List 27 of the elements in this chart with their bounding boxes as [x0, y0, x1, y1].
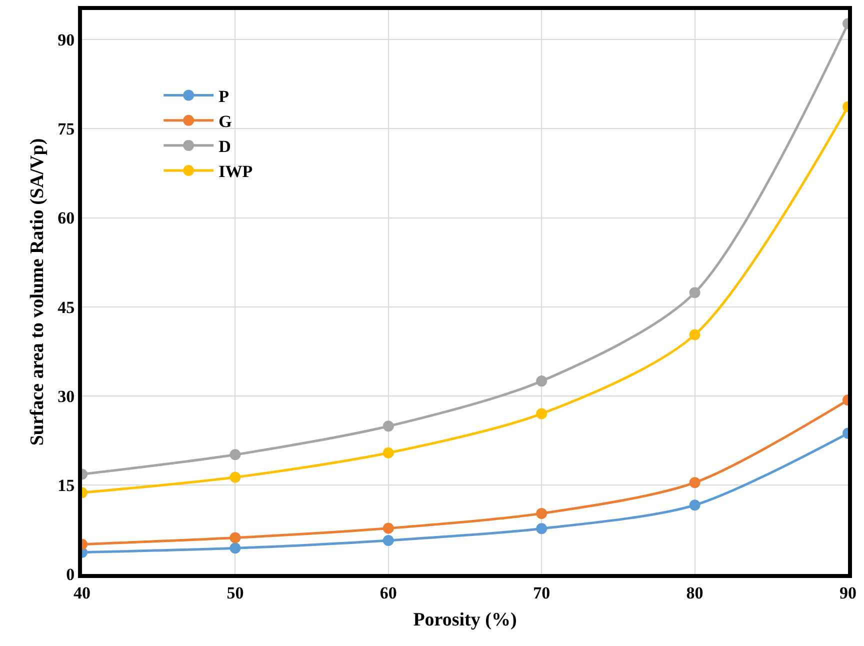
y-tick-label: 60	[58, 208, 75, 228]
x-tick-label: 70	[533, 583, 550, 602]
y-tick-label: 0	[66, 564, 75, 584]
legend-label: D	[218, 137, 231, 156]
point	[536, 376, 548, 387]
x-tick-label: 90	[840, 583, 856, 602]
point	[382, 534, 394, 546]
y-tick-label: 30	[58, 386, 75, 406]
legend-label: IWP	[218, 162, 253, 182]
point	[382, 420, 394, 432]
point	[536, 408, 548, 420]
point	[536, 523, 548, 534]
legend-label: G	[218, 112, 232, 131]
x-axis-title: Porosity (%)	[413, 610, 517, 631]
y-axis-title: Surface area to volume Ratio (SA/Vp)	[26, 138, 48, 446]
y-tick-label: 15	[58, 476, 75, 495]
x-tick-label: 50	[226, 583, 244, 602]
x-tick-label: 60	[380, 583, 397, 602]
y-tick-label: 90	[58, 30, 75, 50]
point	[536, 508, 548, 519]
legend-label: P	[218, 86, 229, 106]
x-tick-label: 80	[686, 583, 704, 602]
x-tick-label: 40	[74, 583, 90, 602]
point	[382, 522, 394, 534]
y-tick-label: 75	[58, 120, 75, 139]
y-tick-label: 45	[58, 298, 75, 317]
point	[382, 447, 394, 458]
